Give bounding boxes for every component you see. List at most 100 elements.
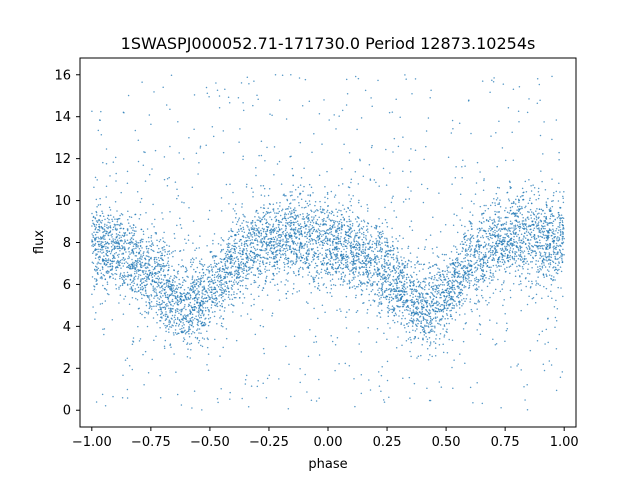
data-point	[532, 296, 535, 299]
data-point	[443, 278, 445, 281]
data-point	[412, 305, 415, 308]
data-point	[343, 240, 345, 243]
data-point	[195, 257, 197, 259]
data-point	[235, 212, 238, 215]
data-point	[413, 290, 415, 292]
data-point	[319, 208, 322, 210]
data-point	[485, 236, 488, 238]
data-point	[403, 266, 405, 269]
data-point	[308, 253, 310, 255]
data-point	[169, 108, 171, 111]
data-point	[539, 257, 541, 259]
data-point	[450, 297, 452, 299]
data-point	[119, 285, 122, 287]
data-point	[274, 284, 276, 286]
data-point	[422, 317, 425, 319]
data-point	[485, 270, 488, 273]
data-point	[551, 205, 554, 208]
data-point	[555, 389, 558, 392]
data-point	[292, 270, 295, 273]
data-point	[518, 249, 520, 252]
data-point	[323, 209, 325, 211]
data-point	[357, 286, 359, 288]
data-point	[196, 297, 198, 299]
data-point	[191, 289, 193, 291]
data-point	[192, 261, 194, 263]
data-point	[545, 259, 547, 261]
data-point	[208, 95, 210, 98]
data-point	[496, 197, 499, 199]
data-point	[528, 199, 531, 202]
data-point	[341, 225, 344, 227]
data-point	[521, 223, 524, 226]
data-point	[381, 288, 384, 291]
data-point	[366, 285, 368, 287]
data-point	[146, 273, 149, 276]
data-point	[432, 310, 435, 312]
data-point	[493, 220, 496, 222]
data-point	[307, 194, 309, 196]
data-point	[356, 128, 358, 131]
data-point	[368, 269, 371, 272]
data-point	[346, 231, 348, 233]
data-point	[131, 281, 133, 284]
data-point	[206, 92, 209, 94]
data-point	[132, 337, 135, 339]
data-point	[152, 285, 154, 287]
data-point	[162, 279, 165, 281]
data-point	[229, 391, 231, 394]
data-point	[521, 207, 523, 210]
data-point	[366, 257, 369, 259]
data-point	[292, 221, 295, 223]
data-point	[216, 284, 218, 286]
data-point	[485, 256, 487, 258]
data-point	[453, 245, 455, 247]
data-point	[233, 291, 235, 293]
data-point	[137, 308, 140, 310]
data-point	[122, 252, 124, 254]
data-point	[268, 188, 271, 190]
data-point	[319, 244, 321, 246]
data-point	[461, 293, 464, 295]
data-point	[318, 289, 321, 292]
data-point	[500, 243, 503, 246]
data-point	[140, 256, 142, 258]
data-point	[318, 397, 320, 399]
data-point	[131, 232, 133, 234]
data-point	[372, 299, 374, 301]
data-point	[492, 257, 494, 259]
data-point	[355, 240, 358, 243]
data-point	[309, 328, 311, 331]
data-point	[254, 234, 256, 237]
data-point	[218, 295, 220, 297]
data-point	[221, 270, 223, 273]
data-point	[220, 294, 223, 296]
data-point	[155, 291, 157, 293]
data-point	[129, 243, 131, 245]
data-point	[117, 256, 120, 258]
data-point	[358, 261, 360, 263]
data-point	[130, 252, 133, 254]
data-point	[247, 278, 249, 280]
data-point	[501, 247, 504, 250]
data-point	[360, 266, 363, 268]
data-point	[272, 251, 275, 254]
data-point	[511, 213, 513, 215]
data-point	[467, 238, 469, 240]
data-point	[162, 287, 164, 290]
data-point	[229, 183, 231, 186]
data-point	[293, 211, 295, 214]
data-point	[489, 247, 492, 250]
scatter-points	[91, 74, 565, 411]
data-point	[170, 74, 173, 76]
data-point	[134, 270, 136, 273]
data-point	[236, 220, 239, 223]
data-point	[358, 253, 360, 256]
data-point	[535, 252, 537, 254]
data-point	[386, 379, 389, 382]
data-point	[341, 258, 344, 261]
data-point	[103, 262, 106, 265]
data-point	[309, 240, 312, 242]
data-point	[561, 371, 564, 373]
data-point	[485, 263, 487, 265]
